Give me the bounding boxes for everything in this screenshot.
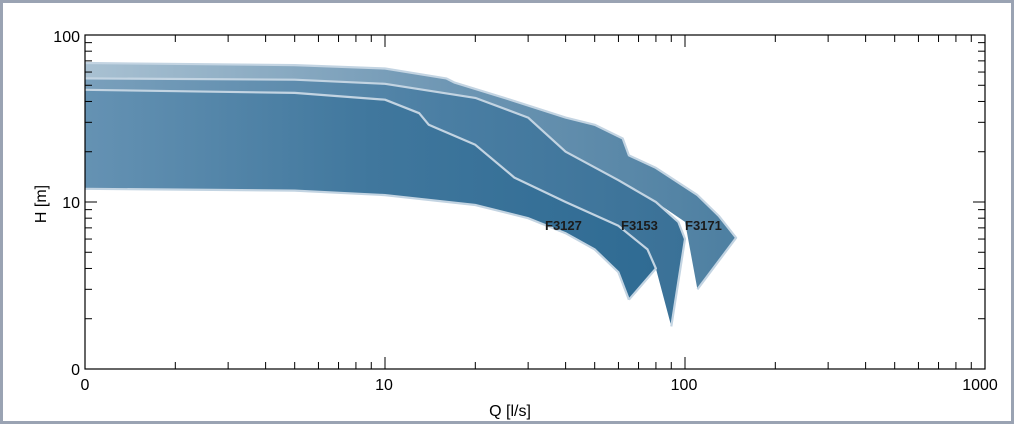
x-tick-label-100: 100 — [671, 377, 698, 394]
y-axis-title: H [m] — [33, 185, 50, 223]
series-area-f3127 — [85, 89, 656, 300]
axes — [84, 34, 986, 370]
series-label-f3171: F3171 — [685, 218, 722, 233]
series-label-f3153: F3153 — [621, 218, 658, 233]
series-outline-f3127 — [84, 88, 657, 301]
series-outline-f3171 — [84, 61, 738, 290]
x-tick-label-1000: 1000 — [962, 377, 998, 394]
series-labels: F3127 F3153 F3171 — [545, 218, 722, 233]
x-axis-title: Q [l/s] — [489, 403, 531, 420]
x-tick-label-0: 0 — [81, 377, 90, 394]
series-bottom-outline — [84, 187, 630, 301]
series-area-f3153 — [85, 78, 685, 327]
series-areas — [84, 61, 738, 327]
x-tick-label-10: 10 — [375, 377, 393, 394]
y-tick-label-100: 100 — [53, 29, 80, 46]
series-outline-f3153 — [84, 77, 687, 327]
y-tick-label-10: 10 — [62, 195, 80, 212]
y-tick-label-0: 0 — [71, 362, 80, 379]
series-label-f3127: F3127 — [545, 218, 582, 233]
